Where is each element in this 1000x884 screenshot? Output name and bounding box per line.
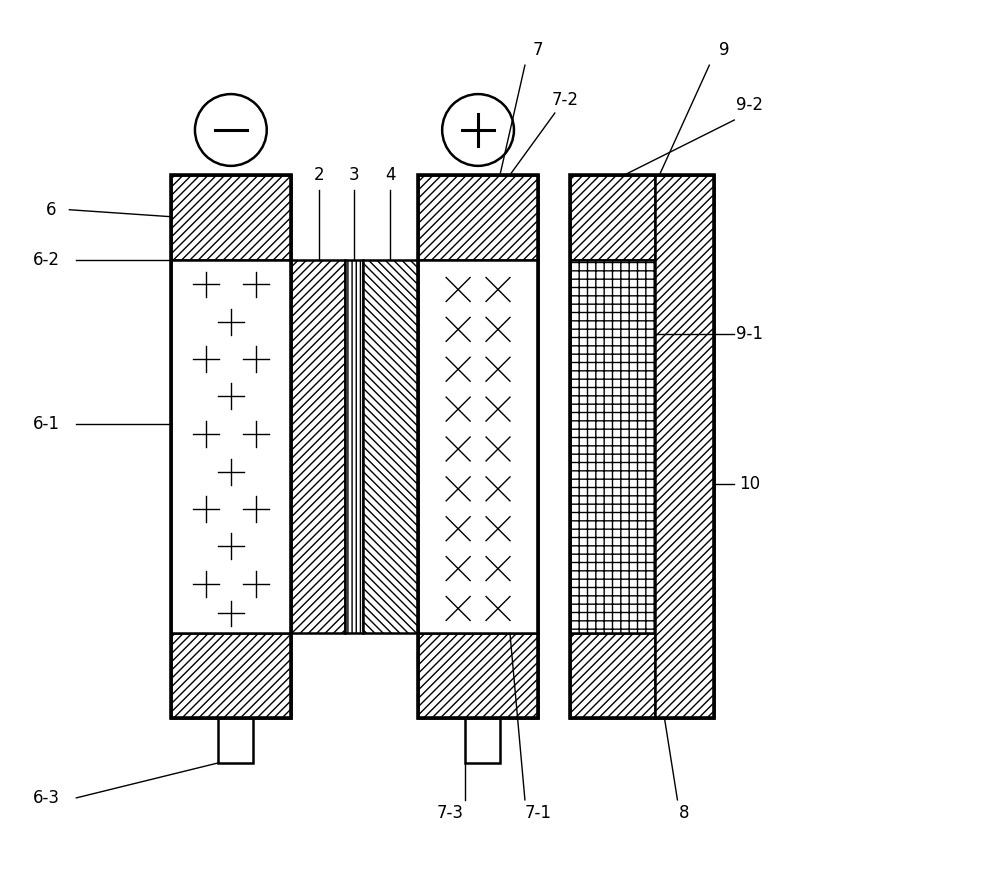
Text: 9-2: 9-2 xyxy=(736,96,763,114)
Text: 3: 3 xyxy=(349,166,360,184)
Text: 7: 7 xyxy=(533,42,543,59)
Text: 7-1: 7-1 xyxy=(524,804,551,822)
Text: 8: 8 xyxy=(679,804,690,822)
Bar xyxy=(291,260,345,634)
Bar xyxy=(465,718,500,763)
Bar xyxy=(171,634,291,718)
Bar xyxy=(418,260,538,634)
Bar xyxy=(418,175,538,260)
Bar xyxy=(418,634,538,718)
Bar xyxy=(418,175,538,718)
Bar xyxy=(570,175,714,718)
Bar xyxy=(171,260,291,634)
Text: 10: 10 xyxy=(739,475,760,493)
Bar xyxy=(570,634,655,718)
Bar xyxy=(218,718,253,763)
Bar xyxy=(171,634,291,718)
Bar xyxy=(655,175,714,718)
Text: 9: 9 xyxy=(719,42,730,59)
Bar xyxy=(363,260,418,634)
Text: 6-3: 6-3 xyxy=(33,789,60,807)
Text: 6-1: 6-1 xyxy=(33,415,60,433)
Bar xyxy=(171,175,291,718)
Text: 7-2: 7-2 xyxy=(551,91,578,109)
Text: 9-1: 9-1 xyxy=(736,325,763,343)
Text: 4: 4 xyxy=(385,166,396,184)
Bar xyxy=(171,175,291,260)
Bar xyxy=(363,260,418,634)
Bar xyxy=(291,260,345,634)
Bar xyxy=(570,175,655,260)
Bar xyxy=(570,175,655,260)
Bar xyxy=(655,175,714,718)
Bar xyxy=(570,260,655,634)
Bar xyxy=(345,260,363,634)
Bar xyxy=(570,634,655,718)
Bar xyxy=(418,175,538,260)
Text: 7-3: 7-3 xyxy=(437,804,464,822)
Text: 6-2: 6-2 xyxy=(33,250,60,269)
Text: 2: 2 xyxy=(313,166,324,184)
Bar xyxy=(418,634,538,718)
Bar xyxy=(570,260,655,634)
Bar xyxy=(171,175,291,260)
Text: 6: 6 xyxy=(46,201,57,218)
Bar xyxy=(345,260,363,634)
